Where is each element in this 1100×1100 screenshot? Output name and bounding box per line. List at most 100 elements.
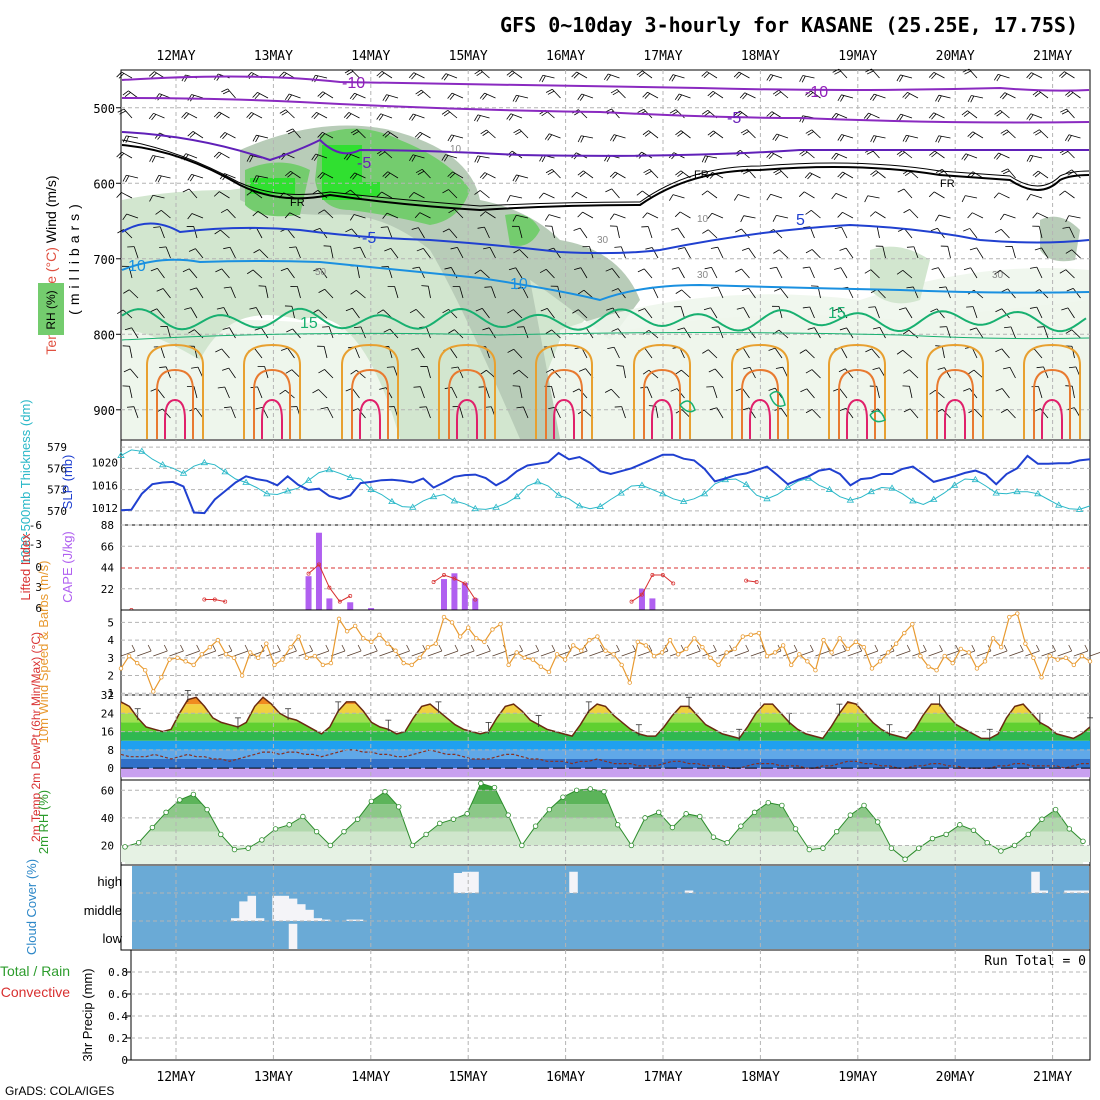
wind-barb	[870, 269, 880, 279]
isotherm-label: -5	[362, 230, 376, 247]
wind-barb	[578, 368, 586, 372]
wind-barb	[479, 190, 490, 199]
wind-barb	[457, 247, 464, 259]
wind-barb	[345, 307, 353, 312]
wind-barb	[344, 69, 352, 74]
wind-barb	[994, 269, 1001, 275]
wind-barb	[748, 247, 756, 259]
wind-barb	[253, 249, 260, 254]
wind-barb	[648, 329, 659, 339]
wind-barb	[605, 188, 612, 193]
wind-barb	[385, 95, 390, 102]
wind-marker	[562, 657, 568, 662]
ylabel-rh: RH (%)	[44, 290, 58, 329]
isotherm-line	[643, 368, 681, 439]
wind-barb	[577, 211, 583, 218]
wind-barb	[387, 131, 399, 139]
wind-barb	[734, 110, 740, 116]
wind-barb	[907, 92, 919, 99]
wind-barb	[1010, 326, 1016, 339]
ylabel-millibars: (millibars)	[66, 199, 82, 315]
thickness-marker	[138, 447, 146, 454]
tick-label: 576	[47, 462, 67, 475]
rh-marker	[327, 842, 333, 849]
wind-marker	[377, 632, 382, 637]
wind-barb	[1029, 155, 1034, 163]
wind-barb	[772, 329, 780, 335]
wind-barb	[769, 266, 777, 270]
isotherm-line	[553, 398, 575, 439]
wind-barb	[1043, 366, 1049, 379]
wind-barb	[995, 308, 1002, 313]
wind-barb	[805, 409, 813, 414]
tick-label: 3	[35, 581, 42, 594]
wind-barb	[383, 328, 391, 333]
thickness-markers	[117, 447, 1084, 512]
wind-barb	[735, 228, 742, 233]
wind-barb	[611, 288, 619, 292]
thickness-marker	[846, 496, 855, 503]
wind-barb	[644, 131, 651, 137]
wind-barb	[255, 135, 260, 143]
isotherm-line	[164, 398, 186, 439]
wind-barb	[510, 113, 523, 119]
wind-barb	[506, 195, 511, 202]
wind-barb	[447, 92, 453, 99]
wind-barb	[802, 266, 810, 269]
wind-marker	[877, 659, 883, 664]
wind-barb	[681, 289, 691, 299]
slp-line	[120, 451, 1091, 515]
wind-marker	[845, 646, 850, 652]
wind-barb	[903, 369, 910, 374]
thickness-marker	[596, 502, 604, 509]
wind-barb	[840, 95, 845, 102]
wind-barb	[1002, 131, 1009, 136]
wind-marker	[1015, 611, 1020, 616]
isotherm-line	[651, 398, 673, 439]
thickness-marker	[325, 465, 334, 473]
wind-barb	[448, 189, 458, 199]
rh-marker	[697, 813, 703, 820]
wind-barb	[638, 72, 645, 78]
wind-barb	[904, 93, 911, 99]
wind-barb	[766, 111, 773, 117]
thickness-marker	[575, 502, 584, 509]
wind-barb	[184, 307, 192, 310]
wind-barb	[122, 135, 127, 143]
wind-barb	[701, 155, 706, 163]
wind-barb	[352, 173, 358, 180]
surface-barb	[992, 650, 1008, 657]
date-label: 13MAY	[254, 49, 293, 64]
wind-barb	[387, 171, 399, 179]
tick-label: 1020	[92, 457, 119, 470]
wind-marker	[425, 644, 431, 650]
wind-barb	[541, 155, 546, 163]
wind-barb	[158, 174, 171, 179]
isotherm-line	[846, 398, 868, 439]
wind-barb	[1030, 154, 1043, 159]
wind-barb	[1033, 129, 1040, 134]
wind-barb	[1065, 249, 1072, 254]
wind-barb	[216, 153, 222, 159]
surface-barb	[750, 650, 765, 657]
wind-barb	[459, 286, 464, 299]
wind-barb	[284, 93, 290, 101]
surface-barb	[1036, 644, 1040, 652]
wind-barb	[193, 226, 198, 239]
ylabel-total-rain: Total / Rain	[0, 963, 70, 979]
wind-marker	[603, 648, 608, 653]
wind-barb	[411, 227, 419, 230]
wind-barb	[188, 188, 198, 199]
wind-barb	[842, 211, 854, 219]
wind-barb	[353, 214, 366, 219]
wind-barb	[711, 326, 719, 328]
wind-barb	[1038, 90, 1049, 99]
wind-barb	[970, 267, 978, 279]
wind-barb	[995, 388, 1003, 392]
wind-barb	[451, 134, 464, 139]
wind-barb	[896, 349, 904, 355]
wind-marker	[1055, 657, 1060, 662]
wind-marker	[587, 637, 592, 643]
wind-barb	[216, 307, 224, 310]
